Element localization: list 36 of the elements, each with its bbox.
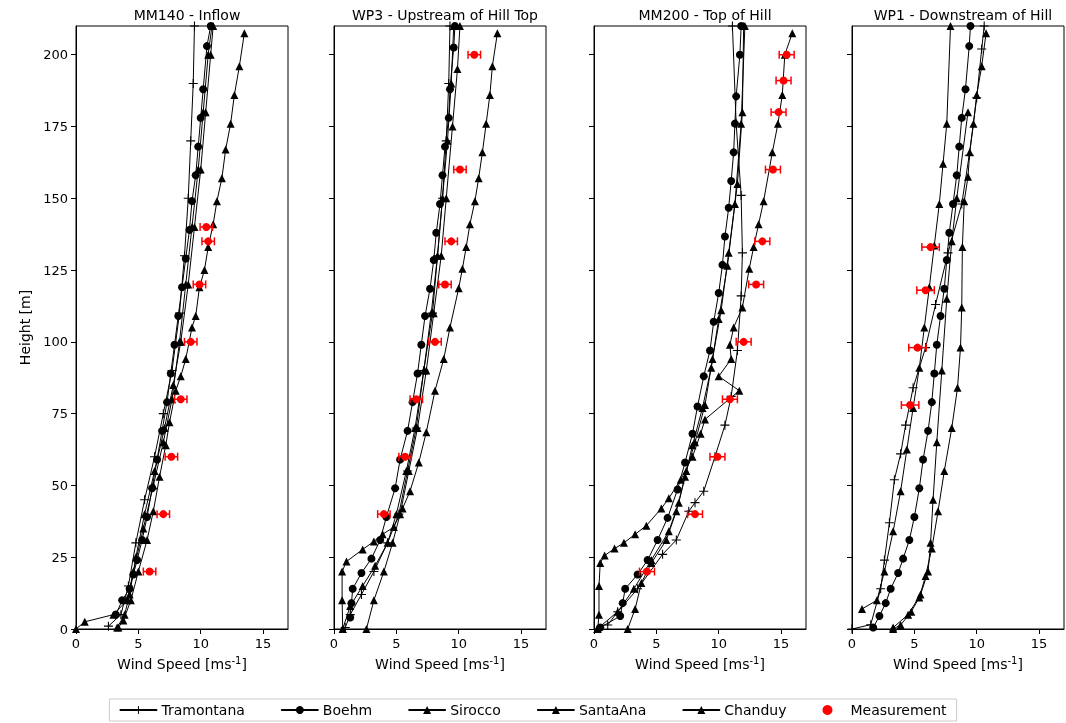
chart-title: MM140 - Inflow: [133, 7, 241, 23]
x-tick-label: 0: [71, 636, 81, 651]
x-tick-label: 5: [910, 636, 919, 651]
x-tick-label: 10: [710, 636, 727, 651]
chart-title: WP3 - Upstream of Hill Top: [351, 7, 539, 23]
y-tick-label: 75: [51, 406, 68, 422]
x-tick-label: 0: [847, 636, 857, 651]
x-tick-label: 15: [254, 636, 272, 651]
y-tick-label: 50: [51, 477, 68, 493]
x-tick-label: 10: [450, 636, 467, 651]
y-tick-label: 25: [51, 549, 68, 565]
legend-label: Sirocco: [450, 702, 501, 718]
y-tick-label: 125: [43, 262, 68, 278]
chart-title: MM200 - Top of Hill: [638, 7, 772, 23]
x-tick-label: 15: [1030, 636, 1048, 651]
legend-label: Boehm: [322, 702, 373, 718]
x-tick-label: 15: [512, 636, 530, 651]
y-tick-label: 100: [43, 334, 68, 350]
legend-label: Measurement: [850, 702, 948, 718]
x-tick-label: 5: [652, 636, 661, 651]
y-tick-label: 150: [43, 190, 68, 206]
y-tick-label: 0: [59, 621, 68, 637]
x-tick-label: 10: [192, 636, 209, 651]
y-tick-label: 200: [43, 47, 68, 63]
x-tick-label: 0: [329, 636, 339, 651]
x-tick-label: 5: [392, 636, 401, 651]
x-tick-label: 5: [134, 636, 143, 651]
legend-label: Chanduy: [724, 702, 787, 718]
legend-label: SantaAna: [578, 702, 647, 718]
x-tick-label: 0: [589, 636, 599, 651]
x-tick-label: 10: [968, 636, 985, 651]
chart-title: WP1 - Downstream of Hill: [873, 7, 1053, 23]
y-axis-title: Height [m]: [17, 289, 33, 366]
legend-label: Tramontana: [160, 702, 245, 718]
x-tick-label: 15: [772, 636, 790, 651]
y-tick-label: 175: [43, 119, 68, 134]
